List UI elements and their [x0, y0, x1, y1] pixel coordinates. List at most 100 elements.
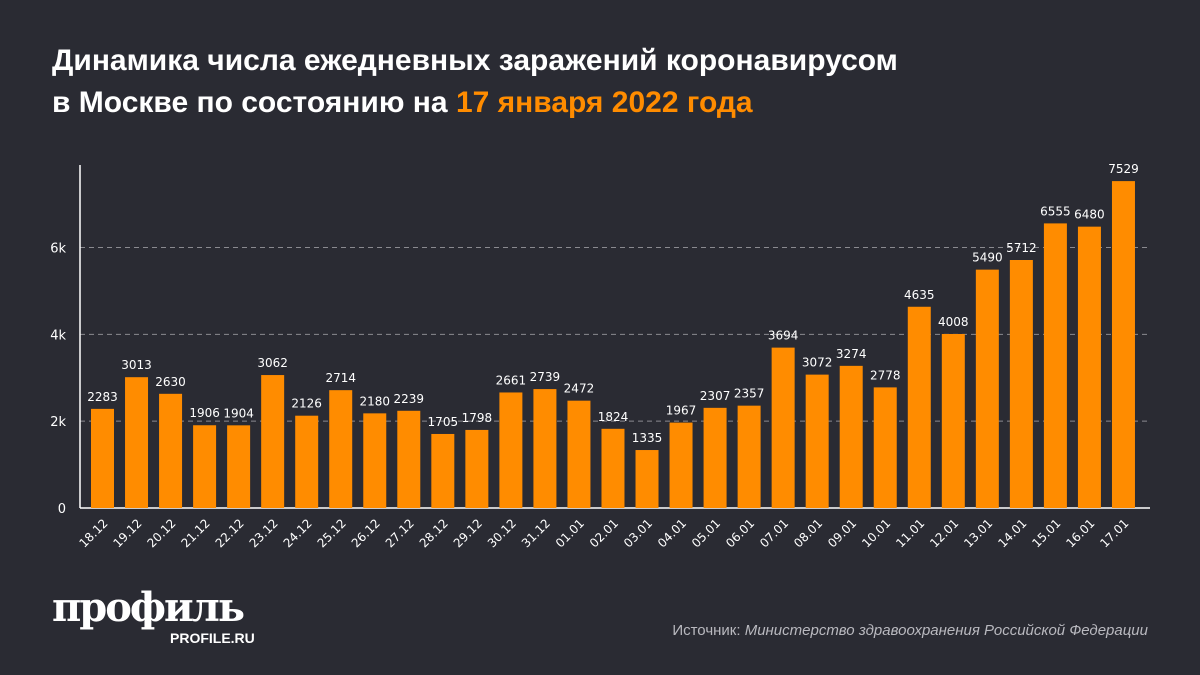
data-label: 1904	[223, 406, 254, 420]
title-line-2: в Москве по состоянию на 17 января 2022 …	[52, 82, 898, 124]
x-tick-label: 10.01	[859, 516, 893, 550]
bar	[601, 428, 625, 508]
data-label: 4635	[904, 288, 935, 302]
source-value: Министерство здравоохранения Российской …	[744, 622, 1148, 639]
x-tick-label: 30.12	[485, 516, 519, 550]
bar	[193, 425, 217, 508]
y-tick-label: 0	[58, 502, 66, 517]
data-label: 3072	[802, 356, 833, 370]
x-tick-label: 03.01	[621, 516, 655, 550]
data-label: 2778	[870, 368, 901, 382]
data-label: 3062	[257, 356, 288, 370]
bar	[1043, 223, 1067, 508]
bar	[431, 433, 455, 508]
x-tick-label: 13.01	[961, 516, 995, 550]
y-tick-label: 4k	[50, 328, 66, 343]
x-tick-label: 28.12	[417, 516, 451, 550]
x-tick-label: 20.12	[144, 516, 178, 550]
data-label: 3013	[121, 358, 152, 372]
bar	[669, 422, 693, 508]
x-tick-label: 29.12	[451, 516, 485, 550]
x-tick-label: 27.12	[383, 516, 417, 550]
data-label: 1906	[189, 406, 220, 420]
title-date: 17 января 2022 года	[455, 86, 753, 119]
bar	[1077, 226, 1101, 508]
bar	[295, 415, 319, 508]
y-tick-label: 6k	[50, 241, 66, 256]
data-label: 1705	[428, 415, 459, 429]
bar	[91, 408, 114, 508]
data-label: 7529	[1108, 162, 1139, 176]
x-tick-label: 14.01	[995, 516, 1029, 550]
x-tick-label: 23.12	[247, 516, 281, 550]
chart-title: Динамика числа ежедневных заражений коро…	[52, 40, 898, 124]
bar	[533, 389, 557, 508]
x-tick-label: 09.01	[825, 516, 859, 550]
logo: профиль	[52, 584, 245, 631]
data-label: 3274	[836, 347, 867, 361]
data-label: 1967	[666, 404, 697, 418]
bar	[465, 429, 489, 508]
data-label: 2180	[359, 394, 390, 408]
data-label: 5712	[1006, 241, 1037, 255]
x-tick-label: 02.01	[587, 516, 621, 550]
data-label: 2739	[530, 370, 561, 384]
x-tick-label: 19.12	[110, 516, 144, 550]
bar	[941, 333, 965, 508]
data-label: 2357	[734, 387, 765, 401]
x-tick-label: 31.12	[519, 516, 553, 550]
data-label: 2630	[155, 375, 186, 389]
x-tick-label: 16.01	[1063, 516, 1097, 550]
data-label: 2126	[291, 397, 322, 411]
source-label: Источник:	[672, 622, 745, 639]
x-tick-label: 06.01	[723, 516, 757, 550]
x-tick-label: 07.01	[757, 516, 791, 550]
bar	[1009, 259, 1033, 508]
data-label: 1824	[598, 410, 629, 424]
data-label: 2472	[564, 382, 595, 396]
logo-subtitle: PROFILE.RU	[170, 630, 255, 646]
bar	[125, 377, 149, 508]
bar	[329, 390, 353, 508]
x-tick-label: 25.12	[315, 516, 349, 550]
bar	[873, 387, 897, 508]
data-label: 2307	[700, 389, 731, 403]
data-label: 1335	[632, 431, 663, 445]
title-prefix: в Москве по состоянию на	[52, 86, 456, 119]
bar	[227, 425, 251, 508]
x-tick-label: 22.12	[213, 516, 247, 550]
data-label: 5490	[972, 251, 1003, 265]
x-tick-label: 21.12	[179, 516, 213, 550]
bar	[737, 405, 761, 508]
data-label: 4008	[938, 315, 969, 329]
source-note: Источник: Министерство здравоохранения Р…	[672, 622, 1148, 639]
x-tick-label: 24.12	[281, 516, 315, 550]
data-label: 2283	[87, 390, 118, 404]
data-label: 2239	[394, 392, 425, 406]
x-tick-label: 08.01	[791, 516, 825, 550]
x-tick-label: 01.01	[553, 516, 587, 550]
data-label: 6480	[1074, 208, 1105, 222]
bar	[499, 392, 523, 508]
bar	[805, 374, 829, 508]
bar	[635, 450, 659, 508]
data-label: 6555	[1040, 204, 1071, 218]
x-tick-label: 18.12	[76, 516, 110, 550]
data-label: 2714	[325, 371, 356, 385]
data-label: 2661	[496, 373, 527, 387]
data-label: 3694	[768, 329, 799, 343]
bar	[1111, 181, 1135, 508]
bar	[397, 410, 421, 508]
x-tick-label: 04.01	[655, 516, 689, 550]
bar	[567, 400, 591, 508]
x-tick-label: 12.01	[927, 516, 961, 550]
bar	[907, 306, 931, 508]
x-tick-label: 05.01	[689, 516, 723, 550]
y-tick-label: 2k	[50, 415, 66, 430]
bar	[771, 347, 795, 508]
bar	[839, 365, 863, 508]
x-tick-label: 26.12	[349, 516, 383, 550]
x-tick-label: 11.01	[893, 516, 927, 550]
